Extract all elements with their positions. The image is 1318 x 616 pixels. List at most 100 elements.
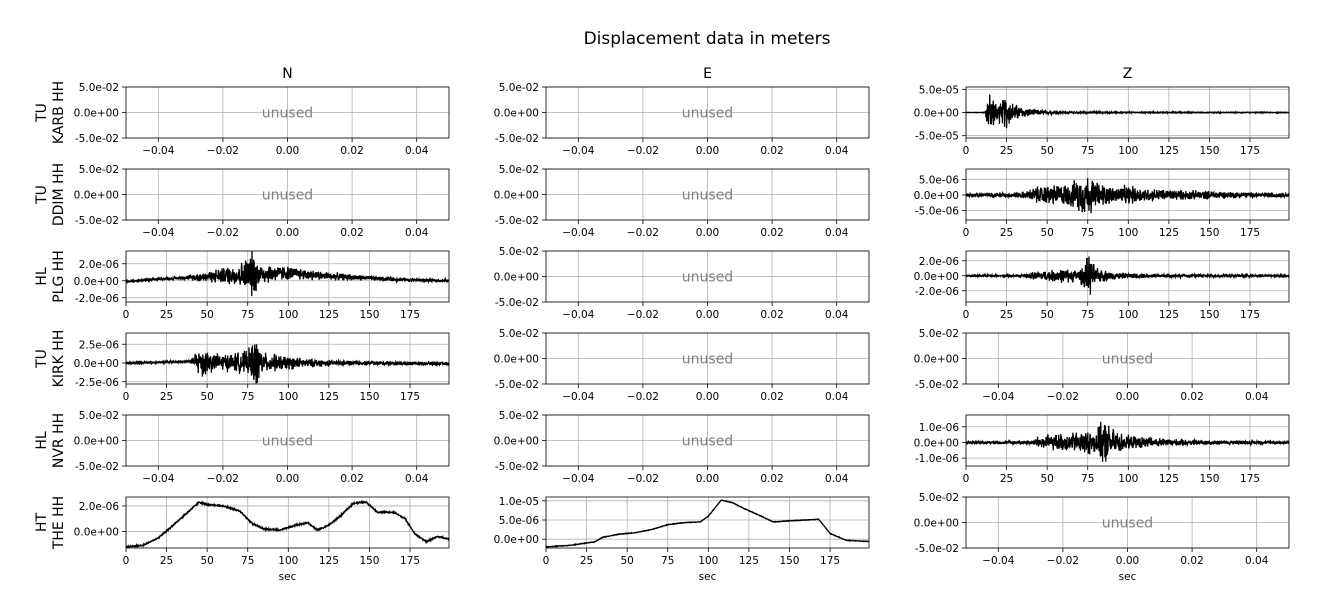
x-tick-label: 50 xyxy=(1040,473,1053,485)
y-tick-label: 0.0e+00 xyxy=(74,108,119,120)
station-code: KARB HH xyxy=(51,81,67,144)
x-tick-label: −0.04 xyxy=(982,391,1014,403)
subplot-the-z: −0.04 −0.02 0.00 0.02 0.04 5.0e-02 0.0e+00 -5.0… xyxy=(914,492,1290,583)
y-tick-label: 5.0e-05 xyxy=(919,84,959,96)
y-tick-label: 0.0e+00 xyxy=(494,534,539,546)
y-tick-label: -5.0e-02 xyxy=(495,297,539,309)
station-network: HL xyxy=(34,431,50,450)
x-tick-label: −0.02 xyxy=(627,145,659,157)
x-tick-label: 25 xyxy=(160,391,173,403)
y-tick-label: 0.0e+00 xyxy=(914,271,959,283)
x-tick-label: 25 xyxy=(1000,145,1013,157)
y-tick-label: 0.0e+00 xyxy=(494,354,539,366)
x-tick-label: 150 xyxy=(1199,227,1219,239)
x-tick-label: 0 xyxy=(123,391,130,403)
x-tick-label: 175 xyxy=(400,309,420,321)
waveform-trace xyxy=(126,499,449,548)
station-label: TU KIRK HH xyxy=(34,330,67,388)
x-tick-label: 75 xyxy=(661,555,674,567)
y-tick-label: 5.0e-02 xyxy=(79,82,119,94)
x-tick-label: 0 xyxy=(123,555,130,567)
y-tick-label: -5.0e-02 xyxy=(495,133,539,145)
y-tick-label: -5.0e-02 xyxy=(495,379,539,391)
x-tick-label: 50 xyxy=(1040,227,1053,239)
y-tick-label: -5.0e-02 xyxy=(495,215,539,227)
x-tick-label: 0.02 xyxy=(1180,555,1203,567)
station-network: HT xyxy=(34,513,50,533)
x-axis-label: sec xyxy=(1119,571,1137,583)
y-tick-label: 0.0e+00 xyxy=(74,276,119,288)
subplot-kirk-n: 0 25 50 75 100 125 150 175 2.5e-06 0.0e+00 -2.5e-0… xyxy=(74,332,450,403)
subplot-the-e: 0 25 50 75 100 125 150 175 1.0e-05 5.0e-06 0.0e+00… xyxy=(494,496,870,583)
x-tick-label: 100 xyxy=(278,391,298,403)
y-tick-label: 2.5e-06 xyxy=(79,339,120,351)
y-tick-label: 0.0e+00 xyxy=(74,436,119,448)
x-tick-label: −0.04 xyxy=(142,473,174,485)
y-tick-label: 0.0e+00 xyxy=(914,518,959,530)
y-tick-label: -2.0e-06 xyxy=(915,286,959,298)
y-tick-label: -5.0e-02 xyxy=(495,461,539,473)
subplot-ddim-n: −0.04 −0.02 0.00 0.02 0.04 5.0e-02 0.0e+00 -5.0… xyxy=(74,164,450,239)
x-tick-label: 175 xyxy=(820,555,840,567)
waveform-trace xyxy=(546,499,869,548)
x-tick-label: 125 xyxy=(1159,227,1179,239)
x-tick-label: 50 xyxy=(200,309,213,321)
x-tick-label: 0 xyxy=(123,309,130,321)
station-label: TU KARB HH xyxy=(34,81,67,144)
x-tick-label: 0.00 xyxy=(276,473,299,485)
x-tick-label: −0.02 xyxy=(1047,555,1079,567)
waveform-trace xyxy=(966,178,1289,214)
x-tick-label: 175 xyxy=(400,555,420,567)
x-tick-label: 125 xyxy=(319,555,339,567)
x-tick-label: 150 xyxy=(1199,309,1219,321)
subplot-frame xyxy=(965,168,1290,221)
x-tick-label: 50 xyxy=(200,555,213,567)
x-tick-label: 0 xyxy=(963,473,970,485)
x-tick-label: 0.02 xyxy=(1180,391,1203,403)
column-title-e: E xyxy=(703,66,712,82)
x-tick-label: −0.02 xyxy=(207,145,239,157)
x-tick-label: 175 xyxy=(1240,227,1260,239)
x-tick-label: 0 xyxy=(963,145,970,157)
unused-label: unused xyxy=(682,434,733,450)
x-tick-label: 125 xyxy=(1159,145,1179,157)
subplot-frame xyxy=(545,414,870,467)
subplot-the-n: 0 25 50 75 100 125 150 175 2.0e-06 0.0e+00 sec xyxy=(74,496,450,583)
figure-title: Displacement data in meters xyxy=(584,29,831,49)
y-tick-label: 5.0e-02 xyxy=(499,328,539,340)
subplot-frame xyxy=(965,332,1290,385)
subplot-frame xyxy=(965,496,1290,549)
subplot-nvr-n: −0.04 −0.02 0.00 0.02 0.04 5.0e-02 0.0e+00 -5.0… xyxy=(74,410,450,485)
y-tick-label: 0.0e+00 xyxy=(74,358,119,370)
subplot-frame xyxy=(965,414,1290,467)
x-tick-label: 0.04 xyxy=(405,227,429,239)
unused-label: unused xyxy=(682,270,733,286)
y-tick-label: -5.0e-06 xyxy=(915,206,959,218)
station-code: PLG HH xyxy=(51,250,67,303)
x-tick-label: 0.04 xyxy=(825,391,849,403)
y-tick-label: 5.0e-02 xyxy=(919,328,959,340)
x-tick-label: 50 xyxy=(620,555,633,567)
x-tick-label: 100 xyxy=(698,555,718,567)
x-tick-label: 50 xyxy=(1040,145,1053,157)
x-tick-label: −0.02 xyxy=(627,309,659,321)
station-code: NVR HH xyxy=(51,413,67,468)
y-tick-label: 1.0e-05 xyxy=(499,496,539,508)
station-label: HL PLG HH xyxy=(34,250,67,303)
y-tick-label: -2.0e-06 xyxy=(75,293,119,305)
station-network: TU xyxy=(34,185,50,205)
subplot-frame xyxy=(125,250,450,303)
waveform-trace xyxy=(126,251,449,297)
x-tick-label: 0.02 xyxy=(340,227,363,239)
x-tick-label: −0.02 xyxy=(207,473,239,485)
y-tick-label: 2.0e-06 xyxy=(79,501,120,513)
x-tick-label: 175 xyxy=(1240,309,1260,321)
x-tick-label: −0.02 xyxy=(627,473,659,485)
station-network: HL xyxy=(34,267,50,286)
x-tick-label: 0.02 xyxy=(760,145,783,157)
unused-label: unused xyxy=(262,106,313,122)
x-tick-label: 0.00 xyxy=(696,309,719,321)
subplot-frame xyxy=(545,86,870,139)
x-tick-label: 75 xyxy=(241,309,254,321)
x-tick-label: 0.04 xyxy=(1245,391,1269,403)
